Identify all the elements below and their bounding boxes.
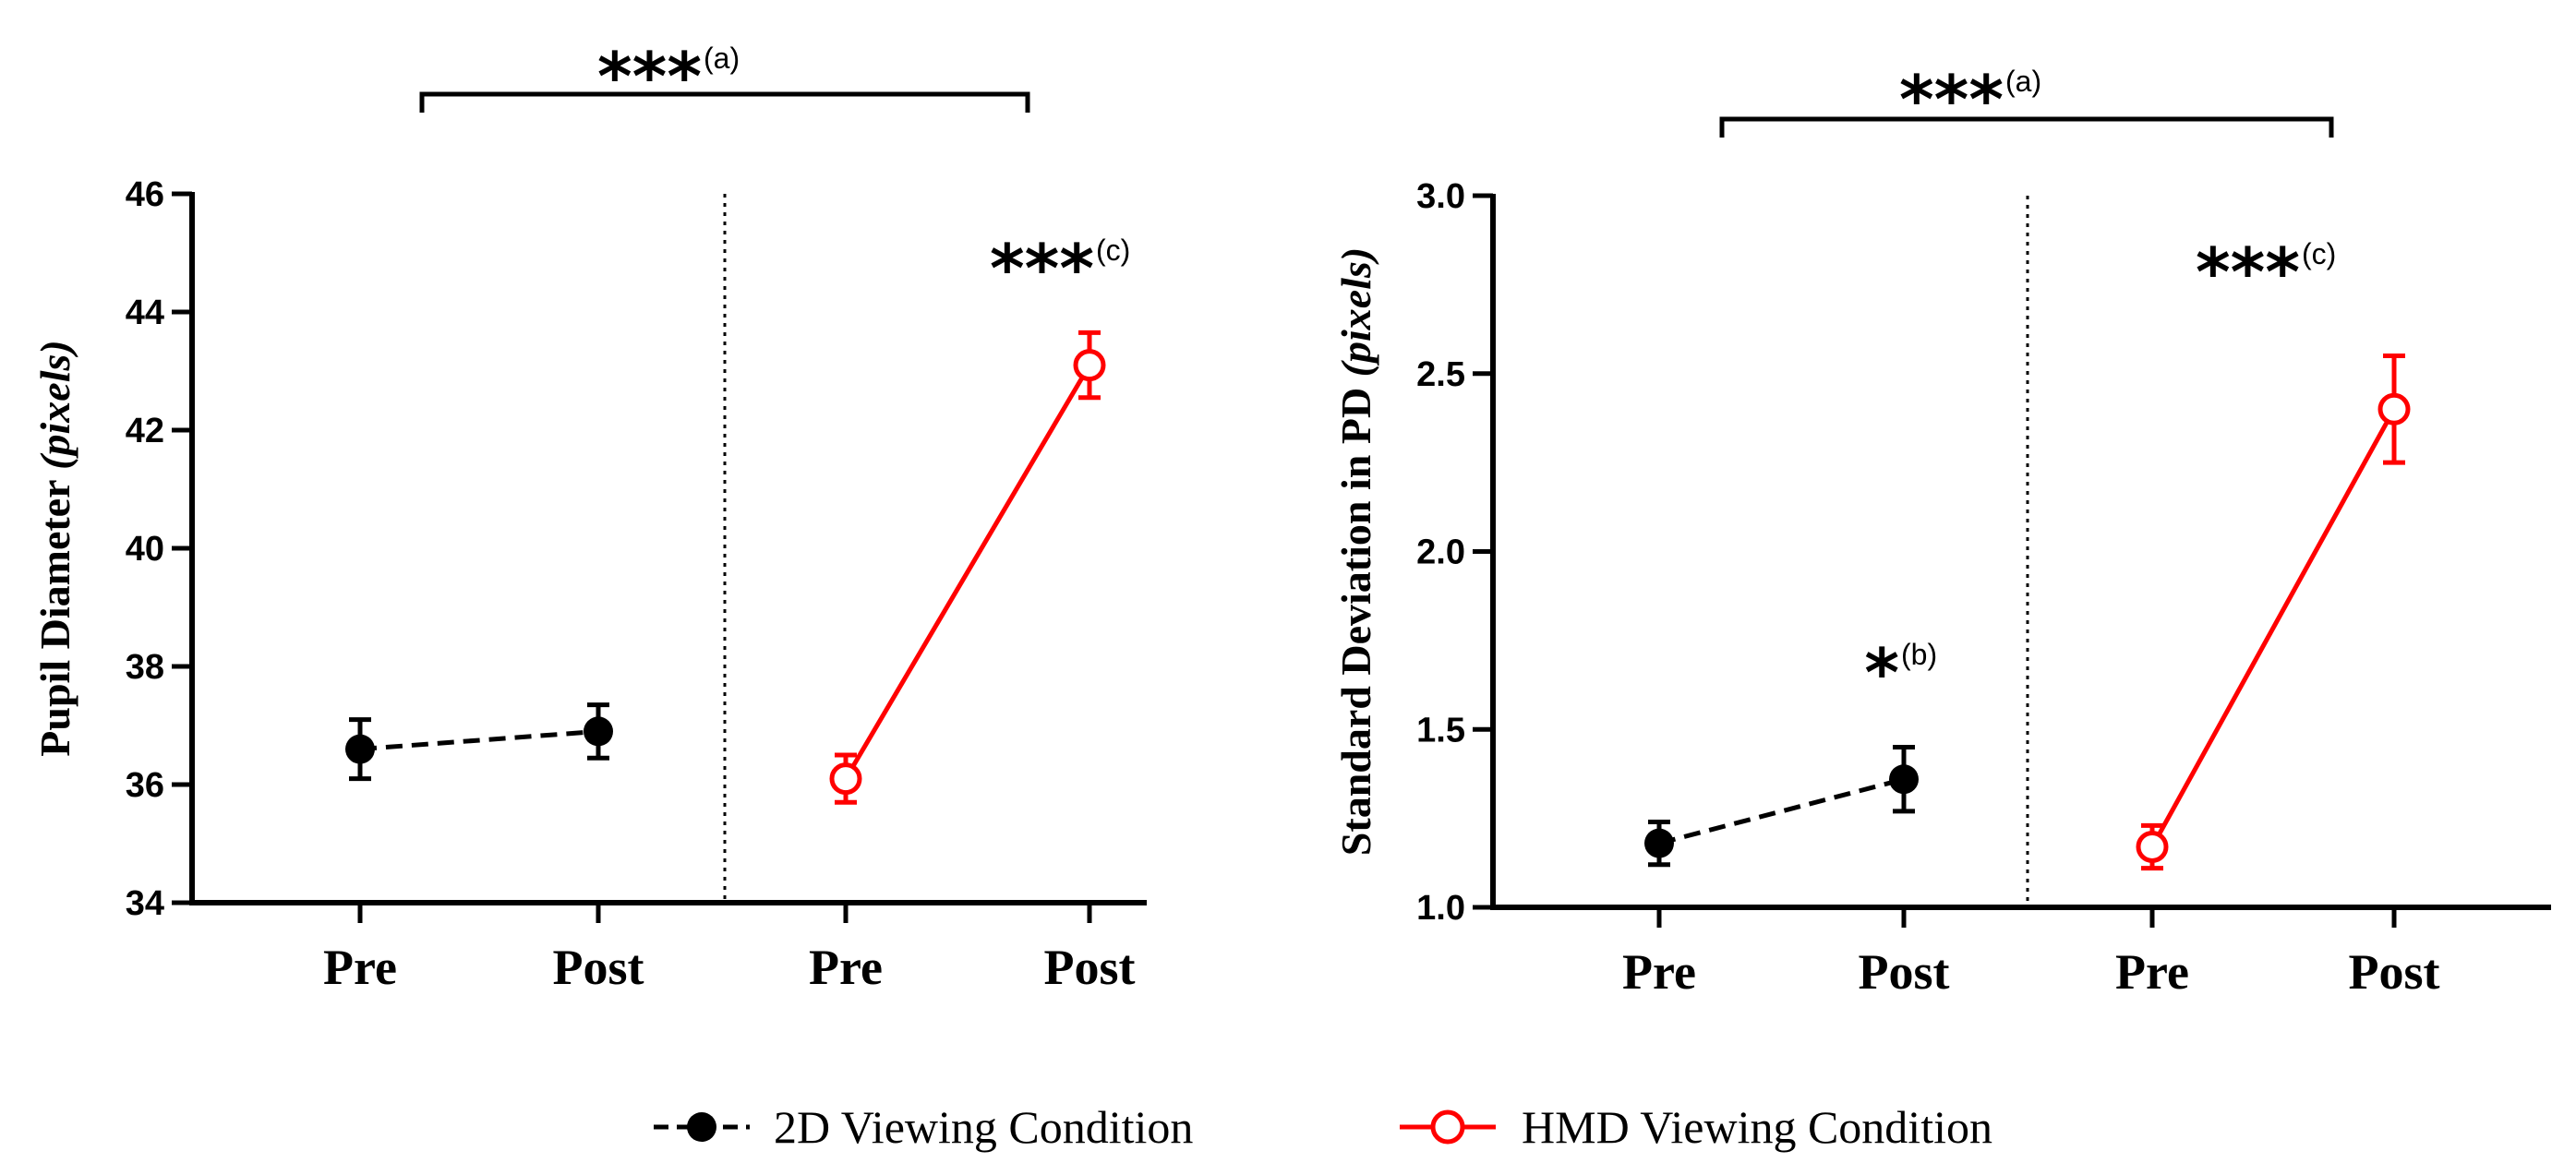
y-tick-label: 34	[126, 884, 164, 923]
series-hmd	[2136, 353, 2411, 871]
y-tick-label: 1.5	[1416, 711, 1465, 749]
panel-standard-deviation: 1.0 1.5 2.0 2.5 3.0 Pre Post Pre Post Standard De…	[1332, 61, 2551, 1000]
2d-data-point	[345, 734, 375, 764]
legend-2d-label: 2D Viewing Condition	[774, 1101, 1193, 1153]
y-axis-label-unit: (pixels)	[31, 340, 78, 470]
y-tick-label: 2.5	[1416, 355, 1465, 394]
series-hmd	[829, 330, 1106, 805]
hmd-data-point	[2136, 830, 2169, 863]
y-axis-label-main: Pupil Diameter	[31, 470, 78, 757]
y-tick-label: 46	[126, 175, 164, 214]
hmd-data-point	[829, 762, 862, 796]
significance-sup-a: (a)	[704, 42, 740, 75]
hmd-data-point	[1073, 349, 1106, 382]
significance-sup-b: (b)	[1901, 638, 1937, 671]
significance-sup-c: (c)	[2302, 237, 2336, 270]
significance-sup-c: (c)	[1096, 234, 1130, 267]
y-tick-label: 38	[126, 648, 164, 687]
2d-data-point	[1889, 764, 1919, 795]
significance-bracket	[419, 91, 1030, 113]
legend-2d-marker	[687, 1112, 716, 1142]
x-tick-label: Post	[2349, 944, 2440, 1000]
y-axis-label-main: Standard Deviation in PD	[1332, 377, 1379, 856]
x-tick-label: Pre	[809, 940, 883, 995]
legend-hmd-marker	[1430, 1109, 1465, 1145]
2d-series-line	[359, 728, 599, 752]
legend-hmd-label: HMD Viewing Condition	[1522, 1101, 1992, 1153]
legend: 2D Viewing Condition HMD Viewing Conditi…	[654, 1101, 1992, 1153]
2d-series-line	[1658, 776, 1905, 846]
significance-sup-a: (a)	[2005, 65, 2041, 98]
significance-stars-c: ***	[990, 230, 1094, 307]
significance-stars-a: ***	[1899, 61, 2004, 138]
panel-pupil-diameter: 34 36 38 40 42 44 46 Pre Post Pre Post Pupil Diamet…	[31, 38, 1147, 995]
y-tick-label: 2.0	[1416, 534, 1465, 572]
x-tick-label: Post	[553, 940, 644, 995]
significance-stars-a: ***	[597, 38, 702, 115]
x-tick-label: Pre	[2115, 944, 2189, 1000]
y-tick-label: 1.0	[1416, 889, 1465, 928]
hmd-series-line	[843, 364, 1092, 780]
significance-stars-b: *	[1864, 634, 1899, 712]
y-axis-label: Pupil Diameter (pixels)	[31, 340, 78, 756]
x-tick-label: Pre	[1622, 944, 1696, 1000]
x-tick-label: Post	[1859, 944, 1950, 1000]
series-2d	[1644, 745, 1919, 868]
y-tick-label: 42	[126, 412, 164, 450]
y-tick-label: 36	[126, 766, 164, 805]
y-tick-label: 40	[126, 530, 164, 569]
y-axis-label: Standard Deviation in PD (pixels)	[1332, 247, 1379, 856]
significance-stars-c: ***	[2196, 234, 2300, 311]
hmd-series-line	[2149, 408, 2397, 848]
significance-bracket	[1719, 116, 2334, 138]
2d-data-point	[1644, 828, 1674, 858]
x-tick-label: Post	[1044, 940, 1136, 995]
y-tick-label: 44	[126, 294, 164, 332]
series-2d	[345, 702, 613, 782]
2d-data-point	[584, 716, 613, 747]
hmd-data-point	[2377, 392, 2411, 426]
x-tick-label: Pre	[323, 940, 397, 995]
y-tick-label: 3.0	[1416, 177, 1465, 216]
y-axis-label-unit: (pixels)	[1332, 247, 1379, 378]
